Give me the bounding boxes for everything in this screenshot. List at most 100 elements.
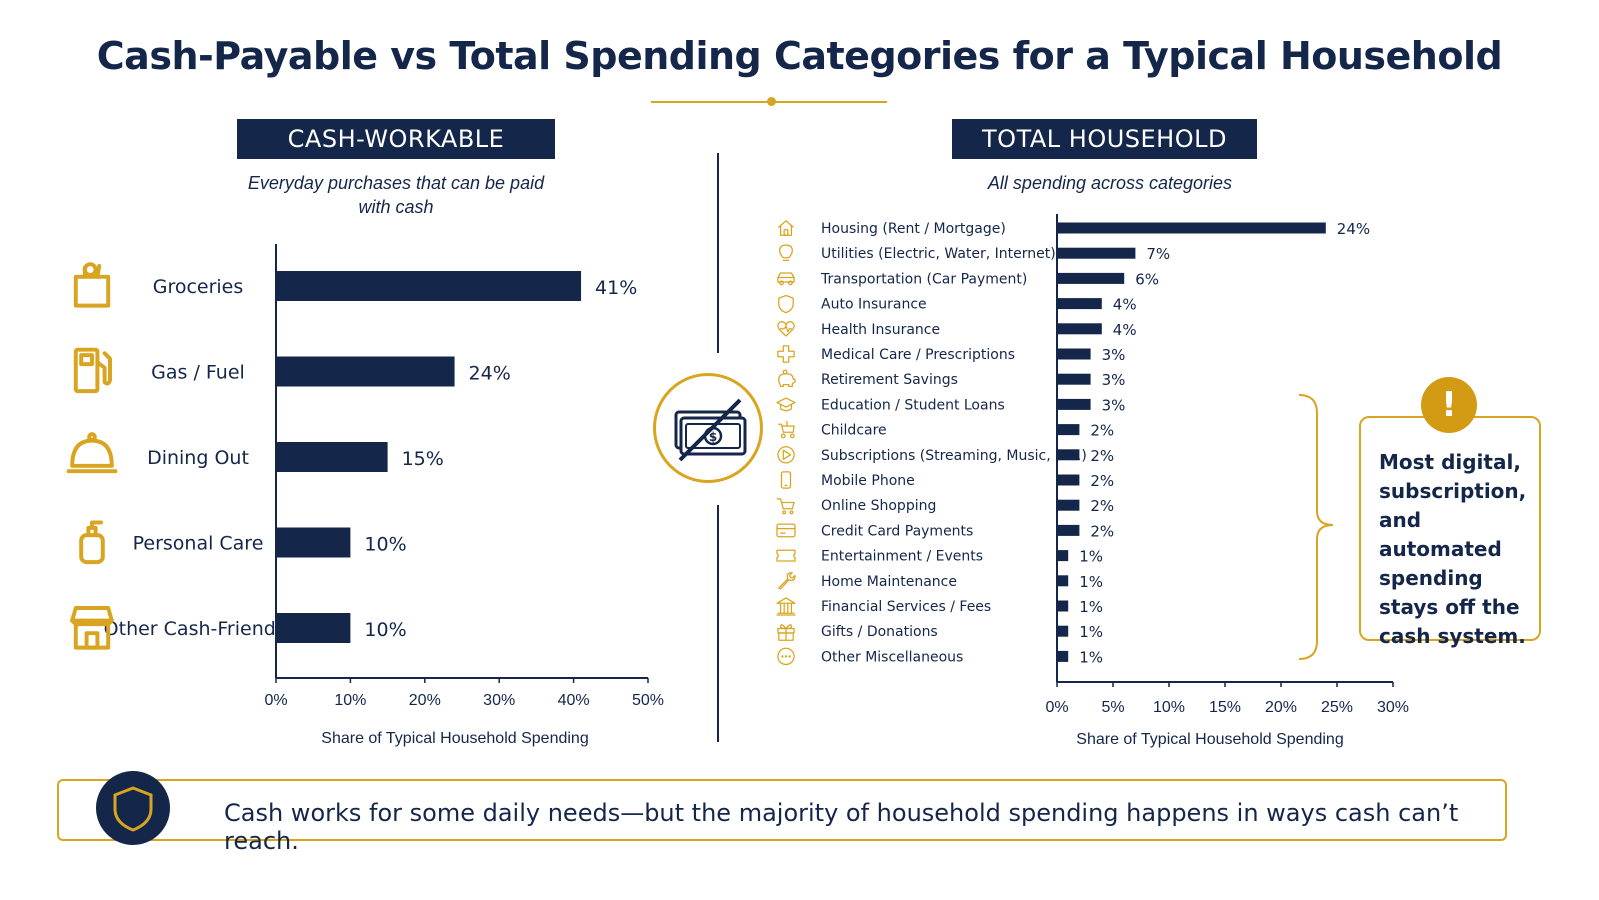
value-label-utilities-electric-water-internet: 7%: [1146, 245, 1170, 263]
x-axis-title: Share of Typical Household Spending: [321, 730, 588, 747]
ticket-icon: [776, 549, 796, 562]
bar-home-maintenance: [1057, 575, 1069, 587]
soap-bottle-icon: [79, 520, 105, 565]
title-underline-dot: [767, 97, 776, 106]
no-cash-icon: $: [674, 398, 747, 462]
callout-box: Most digital, subscription, and automate…: [1359, 416, 1541, 648]
bar-dining-out: [276, 442, 388, 472]
bar-subscriptions-streaming-music-etc: [1057, 449, 1080, 461]
bar-financial-services-fees: [1057, 600, 1069, 612]
gas-pump-icon: [73, 347, 112, 394]
value-label-gifts-donations: 1%: [1079, 623, 1103, 641]
bar-utilities-electric-water-internet: [1057, 247, 1136, 259]
page-title: Cash-Payable vs Total Spending Categorie…: [96, 34, 1503, 78]
bar-entertainment-events: [1057, 550, 1069, 562]
storefront-icon: [70, 606, 114, 650]
shield-icon: [778, 294, 794, 314]
category-label-other-miscellaneous: Other Miscellaneous: [821, 649, 963, 665]
category-label-education-student-loans: Education / Student Loans: [821, 397, 1005, 413]
bar-education-student-loans: [1057, 398, 1091, 410]
value-label-other-miscellaneous: 1%: [1079, 648, 1103, 666]
stroller-icon: [778, 420, 795, 439]
x-tick-label: 20%: [409, 692, 441, 709]
x-tick-label: 30%: [483, 692, 515, 709]
category-label-gas-fuel: Gas / Fuel: [151, 362, 245, 384]
lightbulb-icon: [779, 244, 793, 262]
value-label-gas-fuel: 24%: [469, 363, 511, 385]
category-label-home-maintenance: Home Maintenance: [821, 574, 957, 590]
bar-gas-fuel: [276, 356, 455, 387]
value-label-mobile-phone: 2%: [1090, 472, 1114, 490]
x-tick-label: 10%: [334, 692, 366, 709]
panel-divider-bottom: [717, 505, 719, 742]
shield-badge: [96, 771, 170, 845]
svg-text:$: $: [709, 430, 717, 444]
total-household-chart: Housing (Rent / Mortgage) 24% Utilities (E…: [776, 214, 1409, 748]
bar-other-cash-friendly: [276, 613, 351, 643]
category-label-health-insurance: Health Insurance: [821, 322, 940, 338]
value-label-auto-insurance: 4%: [1113, 296, 1137, 314]
x-tick-label: 0%: [1045, 699, 1068, 716]
callout-text: Most digital, subscription, and automate…: [1379, 450, 1527, 648]
value-label-dining-out: 15%: [402, 448, 444, 470]
footer-banner: Cash works for some daily needs—but the …: [57, 779, 1507, 855]
shield-icon: [113, 786, 153, 832]
category-label-auto-insurance: Auto Insurance: [821, 297, 927, 313]
x-tick-label: 20%: [1265, 699, 1297, 716]
credit-card-icon: [776, 523, 796, 538]
value-label-health-insurance: 4%: [1113, 321, 1137, 339]
grocery-bag-icon: [73, 262, 111, 308]
category-label-transportation-car-payment: Transportation (Car Payment): [820, 271, 1027, 287]
medical-cross-icon: [777, 345, 795, 363]
bar-health-insurance: [1057, 323, 1102, 335]
category-label-personal-care: Personal Care: [133, 533, 264, 555]
cash-workable-heading: CASH-WORKABLE: [237, 119, 555, 159]
value-label-groceries: 41%: [595, 277, 637, 299]
value-label-education-student-loans: 3%: [1102, 396, 1126, 414]
bar-credit-card-payments: [1057, 524, 1080, 536]
category-label-credit-card-payments: Credit Card Payments: [821, 523, 973, 539]
x-tick-label: 25%: [1321, 699, 1353, 716]
bar-retirement-savings: [1057, 373, 1091, 385]
bank-icon: [776, 597, 796, 616]
value-label-personal-care: 10%: [364, 534, 406, 556]
callout-brace: [1298, 394, 1334, 660]
x-tick-label: 30%: [1377, 699, 1409, 716]
graduation-cap-icon: [776, 397, 796, 412]
value-label-medical-care-prescriptions: 3%: [1102, 346, 1126, 364]
gift-icon: [777, 624, 795, 641]
category-label-mobile-phone: Mobile Phone: [821, 473, 915, 489]
piggy-bank-icon: [778, 369, 796, 388]
category-label-subscriptions-streaming-music-etc: Subscriptions (Streaming, Music, etc.): [821, 448, 1087, 464]
category-label-online-shopping: Online Shopping: [821, 498, 936, 514]
x-tick-label: 10%: [1153, 699, 1185, 716]
value-label-home-maintenance: 1%: [1079, 573, 1103, 591]
category-label-gifts-donations: Gifts / Donations: [821, 624, 938, 640]
value-label-credit-card-payments: 2%: [1090, 522, 1114, 540]
value-label-childcare: 2%: [1090, 422, 1114, 440]
x-tick-label: 5%: [1101, 699, 1124, 716]
category-label-dining-out: Dining Out: [147, 447, 249, 469]
ellipsis-icon: [777, 647, 795, 666]
bar-online-shopping: [1057, 499, 1080, 511]
phone-icon: [780, 471, 792, 489]
value-label-entertainment-events: 1%: [1079, 548, 1103, 566]
panel-divider-top: [717, 153, 719, 353]
category-label-childcare: Childcare: [821, 423, 887, 439]
total-household-subtitle: All spending across categories: [987, 173, 1233, 193]
cash-workable-chart: Groceries 41% Gas / Fuel 24% Dining Out 15% Pe…: [66, 244, 664, 747]
value-label-financial-services-fees: 1%: [1079, 598, 1103, 616]
x-axis-title: Share of Typical Household Spending: [1076, 731, 1343, 748]
category-label-other-cash-friendly: Other Cash-Friendly: [104, 618, 293, 640]
value-label-housing-rent-mortgage: 24%: [1337, 220, 1370, 238]
value-label-retirement-savings: 3%: [1102, 371, 1126, 389]
category-label-retirement-savings: Retirement Savings: [821, 372, 958, 388]
bar-housing-rent-mortgage: [1057, 222, 1326, 234]
warning-icon: !: [1421, 377, 1477, 433]
x-tick-label: 0%: [264, 692, 287, 709]
bar-personal-care: [276, 527, 351, 558]
house-icon: [778, 220, 794, 236]
wrench-icon: [778, 572, 796, 590]
x-tick-label: 15%: [1209, 699, 1241, 716]
bar-other-miscellaneous: [1057, 650, 1069, 662]
